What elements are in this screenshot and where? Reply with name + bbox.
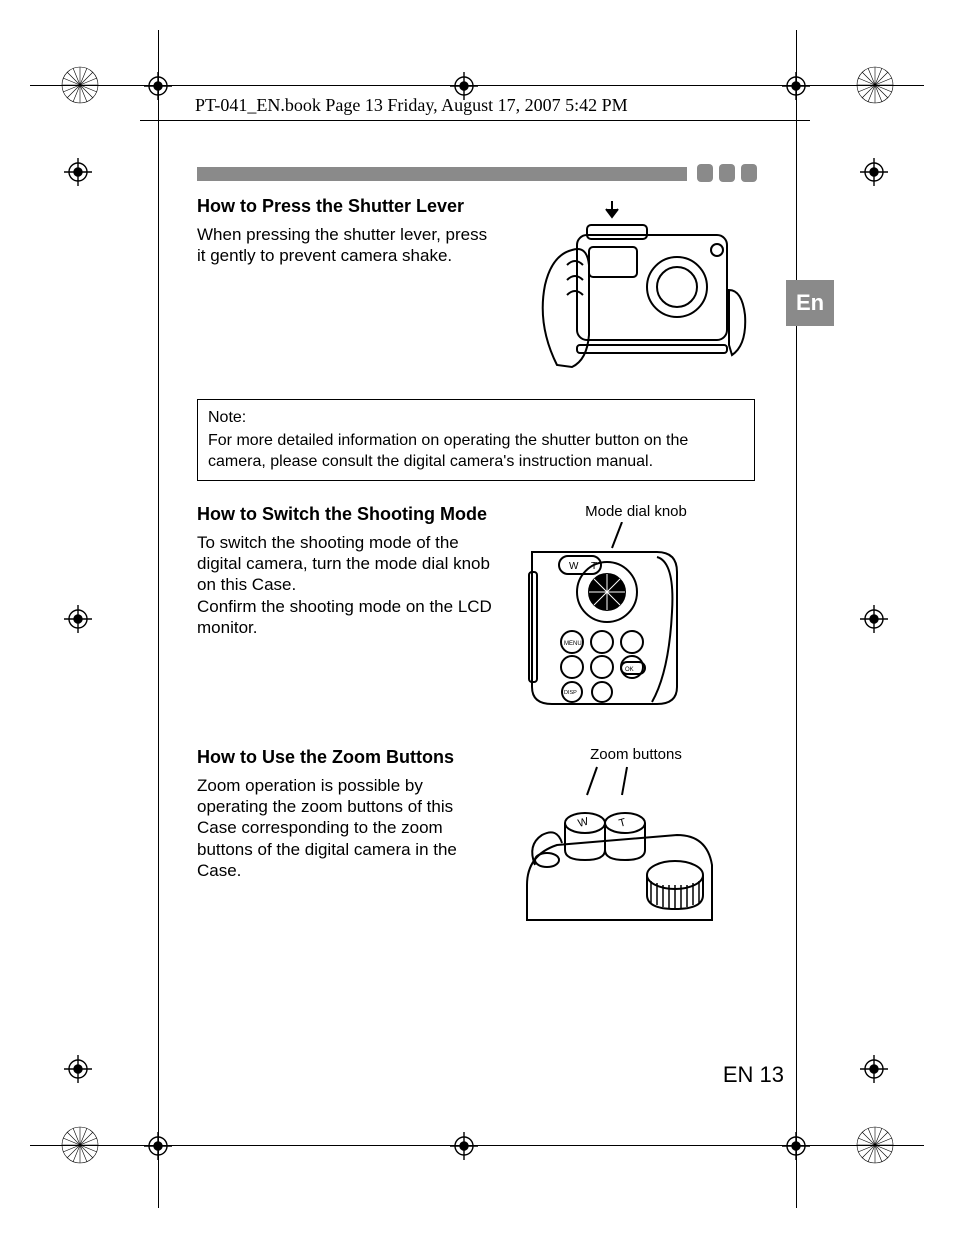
crosshair-icon [860, 605, 888, 633]
section-divider-bar [197, 167, 687, 181]
crosshair-icon [860, 158, 888, 186]
running-header: PT-041_EN.book Page 13 Friday, August 17… [195, 95, 628, 116]
section-shutter: How to Press the Shutter Lever When pres… [197, 195, 755, 375]
crosshair-icon [782, 72, 810, 100]
header-rule [140, 120, 810, 121]
crosshair-icon [64, 1055, 92, 1083]
svg-text:T: T [591, 561, 597, 572]
note-body: For more detailed information on operati… [208, 431, 744, 473]
figure-mode-dial: Mode dial knob [517, 503, 755, 712]
svg-text:OK: OK [625, 667, 634, 673]
figure-shutter [517, 195, 755, 375]
crosshair-icon [860, 1055, 888, 1083]
section-zoom: How to Use the Zoom Buttons Zoom operati… [197, 746, 755, 925]
content-area: How to Press the Shutter Lever When pres… [197, 195, 755, 949]
crosshair-icon [450, 1132, 478, 1160]
crosshair-icon [782, 1132, 810, 1160]
section-divider-pills [697, 164, 757, 182]
language-tab: En [786, 280, 834, 326]
svg-text:W: W [577, 816, 591, 830]
crop-line [158, 30, 159, 1208]
crosshair-icon [144, 72, 172, 100]
figure-caption: Mode dial knob [517, 503, 755, 520]
section-body: Confirm the shooting mode on the LCD mon… [197, 596, 497, 639]
crosshair-icon [64, 605, 92, 633]
note-box: Note: For more detailed information on o… [197, 399, 755, 481]
section-title: How to Use the Zoom Buttons [197, 746, 497, 769]
section-mode: How to Switch the Shooting Mode To switc… [197, 503, 755, 712]
section-body: Zoom operation is possible by operating … [197, 775, 497, 881]
registration-mark-icon [855, 65, 895, 105]
section-title: How to Press the Shutter Lever [197, 195, 497, 218]
figure-caption: Zoom buttons [517, 746, 755, 763]
registration-mark-icon [60, 65, 100, 105]
figure-zoom: Zoom buttons W T [517, 746, 755, 925]
manual-page: PT-041_EN.book Page 13 Friday, August 17… [0, 0, 954, 1238]
registration-mark-icon [855, 1125, 895, 1165]
svg-text:T: T [618, 817, 628, 830]
crop-line [796, 30, 797, 1208]
svg-text:MENU: MENU [564, 641, 582, 647]
registration-mark-icon [60, 1125, 100, 1165]
section-body: When pressing the shutter lever, press i… [197, 224, 497, 267]
note-label: Note: [208, 408, 744, 429]
crosshair-icon [64, 158, 92, 186]
crosshair-icon [144, 1132, 172, 1160]
page-number: EN 13 [723, 1062, 784, 1088]
svg-text:DISP: DISP [564, 690, 577, 696]
svg-text:W: W [569, 561, 579, 572]
section-body: To switch the shooting mode of the digit… [197, 532, 497, 596]
section-title: How to Switch the Shooting Mode [197, 503, 497, 526]
